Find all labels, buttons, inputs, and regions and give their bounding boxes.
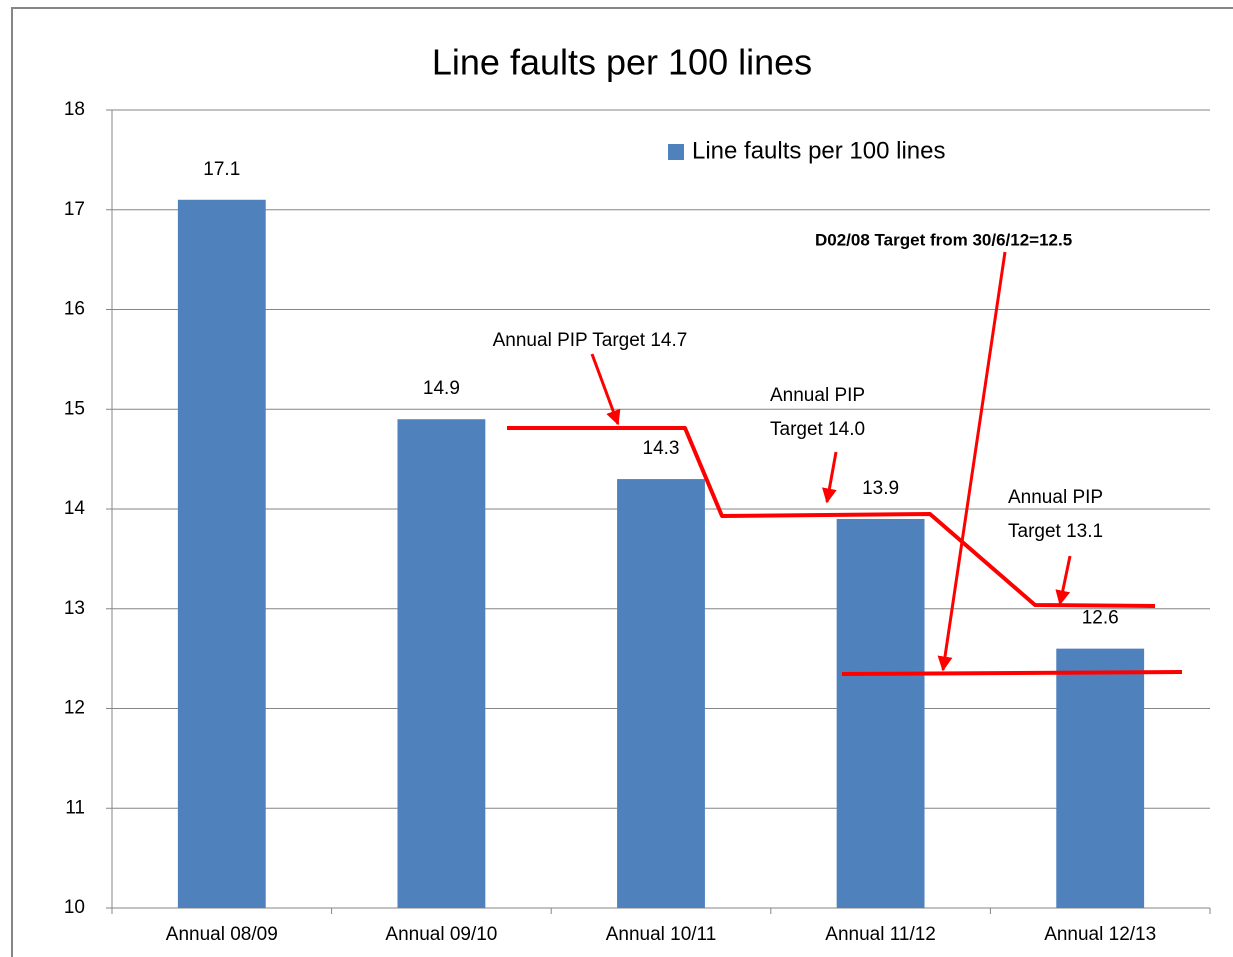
x-tick-label: Annual 10/11 <box>606 924 717 945</box>
bar <box>1056 648 1145 908</box>
y-tick-label: 16 <box>64 299 85 320</box>
bar <box>836 518 925 908</box>
data-label: 14.3 <box>643 438 680 459</box>
x-tick-label: Annual 08/09 <box>166 924 278 945</box>
bar <box>177 199 266 908</box>
bar <box>397 419 486 908</box>
annotation: Target 14.0 <box>770 419 865 440</box>
annotations: Annual PIP Target 14.7 Annual PIP Target 1… <box>493 230 1183 676</box>
annotation: Target 13.1 <box>1008 521 1103 542</box>
data-label: 12.6 <box>1082 608 1119 629</box>
target-line <box>507 426 1156 608</box>
x-tick-label: Annual 12/13 <box>1044 924 1156 945</box>
y-tick-label: 12 <box>64 698 85 719</box>
legend-label: Line faults per 100 lines <box>692 137 946 164</box>
x-tick-label: Annual 11/12 <box>825 924 936 945</box>
legend-swatch <box>668 144 684 160</box>
frame <box>11 7 1233 957</box>
bar <box>617 479 705 908</box>
plot-area: 10 11 12 13 14 15 16 17 18 Annual 08/09 Annual 09/… <box>64 99 1211 945</box>
y-tick-label: 14 <box>64 498 86 519</box>
arrow <box>1055 555 1072 606</box>
arrow <box>937 251 1007 672</box>
arrow <box>590 353 621 426</box>
y-tick-label: 18 <box>64 99 85 120</box>
chart-title: Line faults per 100 lines <box>432 42 812 83</box>
data-label: 17.1 <box>203 159 240 180</box>
annotation: Annual PIP Target 14.7 <box>493 330 688 351</box>
data-label: 13.9 <box>862 478 899 499</box>
y-tick-label: 17 <box>64 199 85 220</box>
annotation: D02/08 Target from 30/6/12=12.5 <box>815 230 1072 249</box>
x-tick-label: Annual 09/10 <box>385 924 497 945</box>
y-tick-label: 11 <box>65 797 85 818</box>
y-tick-label: 10 <box>64 897 85 918</box>
data-label: 14.9 <box>423 378 460 399</box>
arrow <box>822 451 838 504</box>
annotation: Annual PIP <box>770 385 865 406</box>
target-line <box>841 670 1183 676</box>
y-tick-label: 15 <box>64 398 85 419</box>
annotation: Annual PIP <box>1008 487 1103 508</box>
y-tick-label: 13 <box>64 598 85 619</box>
